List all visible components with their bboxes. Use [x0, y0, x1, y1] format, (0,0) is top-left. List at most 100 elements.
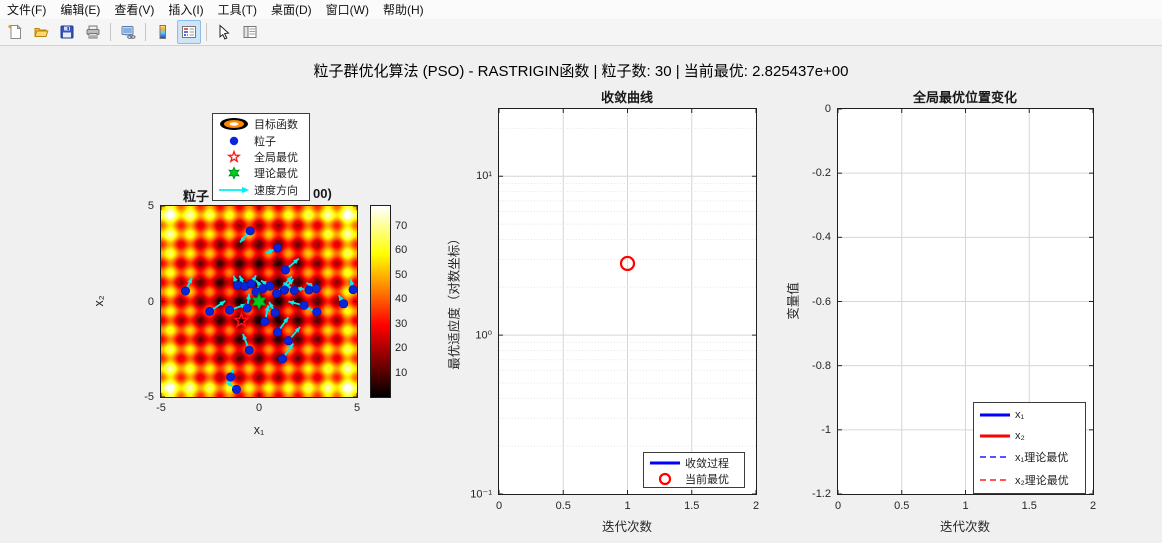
toolbar-separator: [145, 23, 146, 41]
open-file-button[interactable]: [29, 20, 53, 44]
toolbar-separator: [110, 23, 111, 41]
menu-item-5[interactable]: 桌面(D): [270, 3, 312, 17]
menu-bar: 文件(F) 编辑(E) 查看(V) 插入(I) 工具(T) 桌面(D) 窗口(W) 帮助(H): [0, 0, 1162, 19]
best-position-plot-xlabel: 迭代次数: [939, 520, 991, 534]
y-tick-label: -1: [821, 423, 831, 436]
x-tick-label: 2: [752, 500, 760, 512]
legend-item: 收敛过程: [648, 455, 740, 471]
colorbar-tick-label: 50: [395, 268, 408, 281]
convergence-plot-ylabel: 最优适应度（对数坐标）: [447, 232, 462, 370]
particle-plot-xlabel: x₁: [253, 423, 265, 437]
convergence-plot-title: 收敛曲线: [600, 90, 654, 105]
toolbar: [0, 19, 1162, 46]
y-tick-label: -5: [144, 391, 154, 403]
colorbar-tick-label: 20: [395, 342, 408, 355]
property-inspector-button[interactable]: [238, 20, 262, 44]
particle-plot-legend: 目标函数 粒子 全局最优 理论最优 速度方向: [212, 113, 310, 201]
convergence-plot-svg: [498, 109, 757, 495]
link-plot-icon: [121, 26, 136, 39]
legend-label: 理论最优: [254, 168, 298, 181]
insert-legend-button[interactable]: [177, 20, 201, 44]
legend-item: 粒子: [217, 133, 305, 149]
y-tick-label: 5: [147, 200, 154, 212]
legend-label: 粒子: [254, 135, 276, 148]
cursor-arrow-icon: [219, 24, 230, 40]
y-tick-label: 10⁻¹: [470, 488, 492, 501]
best-position-plot-legend: x₁ x₂ x₁理论最优 x₂理论最优: [973, 402, 1086, 494]
legend-item: x₁: [978, 408, 1081, 422]
legend-label: x₂理论最优: [1015, 474, 1069, 487]
legend-item: 当前最优: [648, 471, 740, 487]
legend-label: 当前最优: [685, 474, 729, 486]
particle-plot-ylabel: x₂: [92, 295, 106, 307]
particle-overlay: [161, 206, 357, 397]
solid-line-icon: [980, 434, 1010, 438]
toolbar-separator: [206, 23, 207, 41]
solid-line-icon: [650, 461, 680, 465]
y-tick-label: 0: [147, 295, 154, 308]
colorbar-tick-label: 40: [395, 293, 408, 306]
menu-item-2[interactable]: 查看(V): [114, 3, 155, 17]
red-star-icon: [226, 149, 242, 163]
legend-label: x₁理论最优: [1015, 452, 1069, 465]
new-document-icon: [8, 24, 22, 39]
x-tick-label: 2: [1089, 500, 1097, 512]
convergence-plot: [498, 108, 757, 495]
x-tick-label: 5: [353, 402, 361, 414]
colorbar-gradient: [371, 206, 390, 397]
save-figure-button[interactable]: [55, 20, 79, 44]
print-figure-button[interactable]: [81, 20, 105, 44]
new-figure-button[interactable]: [3, 20, 27, 44]
insert-colorbar-button[interactable]: [151, 20, 175, 44]
legend-item: x₁理论最优: [978, 449, 1081, 465]
colorbar-tick-label: 60: [395, 244, 408, 257]
menu-item-1[interactable]: 编辑(E): [60, 3, 101, 17]
x-tick-label: 0: [255, 402, 263, 414]
legend-label: 收敛过程: [685, 458, 729, 470]
property-inspector-icon: [243, 26, 257, 38]
solid-line-icon: [980, 413, 1010, 417]
colorbar-tick-label: 70: [395, 219, 408, 232]
dashed-line-icon: [980, 478, 1010, 481]
menu-item-6[interactable]: 窗口(W): [325, 3, 369, 17]
legend-item: x₂理论最优: [978, 472, 1081, 488]
legend-item: x₂: [978, 429, 1081, 443]
convergence-plot-legend: 收敛过程 当前最优: [643, 452, 745, 488]
menu-item-0[interactable]: 文件(F): [7, 3, 47, 17]
legend-item: 理论最优: [217, 165, 305, 181]
x-tick-label: 0.5: [555, 500, 571, 512]
legend-label: x₁: [1015, 409, 1025, 422]
blue-dot-icon: [229, 136, 239, 145]
x-tick-label: 0: [834, 500, 842, 512]
legend-icon: [182, 26, 196, 38]
legend-item: 速度方向: [217, 182, 305, 198]
colorbar: [370, 205, 391, 398]
menu-item-7[interactable]: 帮助(H): [382, 3, 424, 17]
link-plot-button[interactable]: [116, 20, 140, 44]
figure-title: 粒子群优化算法 (PSO) - RASTRIGIN函数 | 粒子数: 30 | …: [313, 63, 849, 80]
y-tick-label: -0.6: [812, 295, 831, 308]
legend-item: 目标函数: [217, 116, 305, 132]
y-tick-label: -0.4: [812, 231, 831, 244]
particle-plot: [160, 205, 358, 398]
y-tick-label: -1.2: [812, 488, 831, 500]
best-position-plot-title: 全局最优位置变化: [912, 90, 1018, 105]
colorbar-tick-label: 10: [395, 366, 408, 379]
colorbar-icon: [159, 25, 166, 39]
dashed-line-icon: [980, 456, 1010, 459]
edit-plot-button[interactable]: [212, 20, 236, 44]
x-tick-label: 1: [624, 500, 631, 512]
printer-icon: [86, 25, 100, 39]
legend-label: 速度方向: [254, 184, 298, 197]
green-star-icon: [228, 166, 240, 181]
x-tick-label: 1: [962, 500, 969, 512]
menu-item-3[interactable]: 插入(I): [168, 3, 204, 17]
open-folder-icon: [34, 28, 49, 37]
menu-item-4[interactable]: 工具(T): [217, 3, 257, 17]
contour-patch-icon: [220, 118, 248, 131]
x-tick-label: -5: [156, 402, 166, 414]
convergence-plot-xlabel: 迭代次数: [601, 520, 653, 534]
x-tick-label: 1.5: [1021, 500, 1037, 512]
x-tick-label: 0.5: [894, 500, 910, 512]
